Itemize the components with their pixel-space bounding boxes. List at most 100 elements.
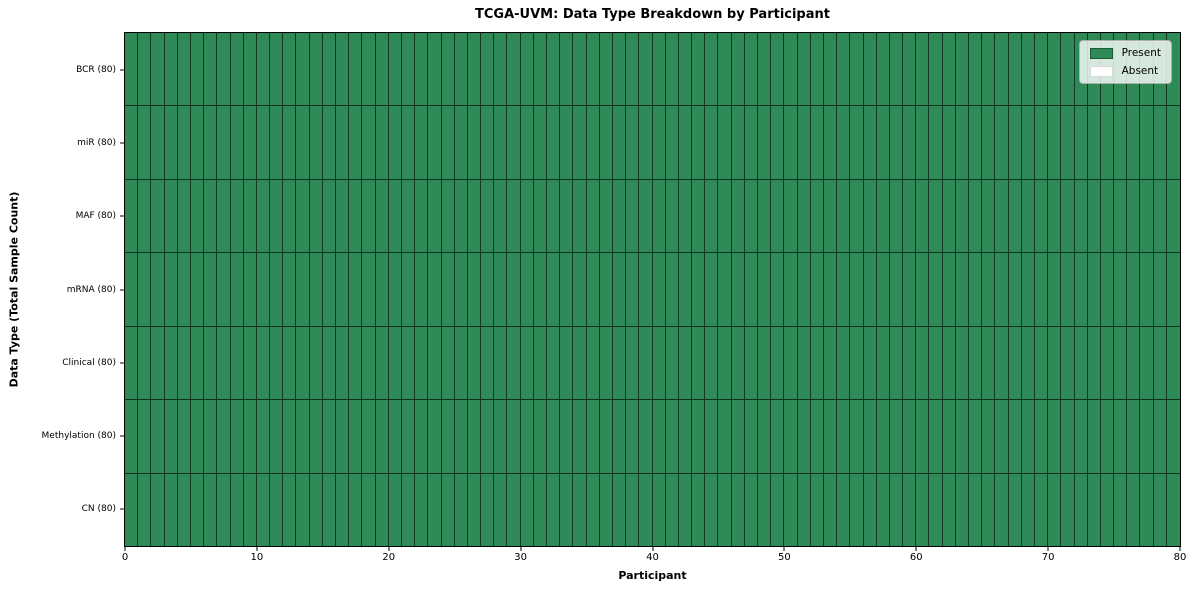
heatmap-cell	[889, 473, 904, 546]
y-tick-label: Clinical (80)	[62, 357, 116, 368]
heatmap-cell	[942, 400, 956, 473]
heatmap-cell	[1127, 400, 1141, 473]
heatmap-cell	[942, 106, 956, 179]
x-tick-mark	[1047, 547, 1049, 551]
heatmap-cell	[481, 179, 495, 253]
heatmap-cell	[1048, 33, 1062, 106]
heatmap-cell	[125, 326, 139, 400]
heatmap-cell	[692, 326, 706, 400]
heatmap-cell	[322, 326, 336, 400]
heatmap-cell	[810, 33, 824, 106]
heatmap-cell	[256, 400, 271, 473]
heatmap-cell	[164, 473, 178, 546]
heatmap-cell	[454, 473, 468, 546]
heatmap-cell	[758, 253, 772, 326]
heatmap-row	[125, 400, 1180, 474]
heatmap-cell	[1061, 106, 1075, 179]
heatmap-cell	[823, 106, 838, 179]
heatmap-cell	[586, 33, 600, 106]
heatmap-grid	[125, 33, 1180, 546]
heatmap-cell	[494, 33, 508, 106]
x-tick-label: 80	[1173, 552, 1187, 563]
heatmap-cell	[388, 33, 402, 106]
heatmap-cell	[1087, 326, 1101, 400]
heatmap-cell	[692, 33, 706, 106]
heatmap-cell	[336, 33, 350, 106]
heatmap-cell	[177, 33, 191, 106]
heatmap-cell	[204, 253, 218, 326]
heatmap-row	[125, 33, 1180, 107]
heatmap-cell	[784, 473, 798, 546]
heatmap-cell	[731, 253, 745, 326]
heatmap-cell	[388, 473, 402, 546]
heatmap-cell	[1061, 33, 1075, 106]
heatmap-cell	[744, 179, 758, 253]
heatmap-cell	[955, 106, 969, 179]
heatmap-cell	[573, 106, 587, 179]
heatmap-cell	[349, 473, 363, 546]
heatmap-cell	[230, 106, 244, 179]
heatmap-cell	[454, 106, 468, 179]
heatmap-cell	[969, 33, 983, 106]
heatmap-cell	[705, 400, 719, 473]
heatmap-cell	[797, 400, 811, 473]
heatmap-cell	[375, 473, 389, 546]
heatmap-cell	[309, 33, 323, 106]
x-tick-label: 40	[646, 552, 659, 563]
heatmap-cell	[784, 179, 798, 253]
heatmap-cell	[164, 179, 178, 253]
heatmap-cell	[982, 33, 996, 106]
heatmap-cell	[375, 179, 389, 253]
heatmap-cell	[916, 473, 930, 546]
heatmap-cell	[243, 326, 257, 400]
heatmap-cell	[758, 33, 772, 106]
heatmap-cell	[428, 253, 442, 326]
heatmap-cell	[322, 253, 336, 326]
y-tick-label: CN (80)	[81, 504, 116, 515]
heatmap-cell	[929, 33, 943, 106]
heatmap-cell	[151, 400, 165, 473]
heatmap-cell	[1074, 106, 1088, 179]
heatmap-cell	[283, 400, 297, 473]
heatmap-cell	[652, 179, 666, 253]
heatmap-cell	[507, 326, 521, 400]
heatmap-cell	[401, 253, 416, 326]
heatmap-cell	[494, 106, 508, 179]
heatmap-cell	[547, 326, 561, 400]
heatmap-cell	[942, 473, 956, 546]
heatmap-cell	[916, 179, 930, 253]
heatmap-cell	[1008, 253, 1022, 326]
heatmap-cell	[1074, 400, 1088, 473]
heatmap-cell	[573, 326, 587, 400]
heatmap-cell	[547, 400, 561, 473]
heatmap-cell	[678, 33, 693, 106]
x-tick-label: 60	[909, 552, 923, 563]
heatmap-cell	[1087, 253, 1101, 326]
heatmap-cell	[692, 106, 706, 179]
heatmap-cell	[415, 400, 429, 473]
heatmap-cell	[916, 106, 930, 179]
heatmap-cell	[388, 400, 402, 473]
heatmap-cell	[428, 179, 442, 253]
heatmap-cell	[547, 253, 561, 326]
heatmap-cell	[481, 400, 495, 473]
heatmap-cell	[494, 179, 508, 253]
heatmap-cell	[665, 179, 679, 253]
chart-title: TCGA-UVM: Data Type Breakdown by Partici…	[475, 7, 830, 22]
heatmap-cell	[889, 400, 904, 473]
heatmap-cell	[296, 179, 310, 253]
heatmap-cell	[190, 253, 205, 326]
heatmap-cell	[428, 106, 442, 179]
heatmap-cell	[388, 106, 402, 179]
x-tick-label: 70	[1041, 552, 1055, 563]
heatmap-cell	[982, 473, 996, 546]
heatmap-cell	[164, 326, 178, 400]
heatmap-cell	[296, 106, 310, 179]
heatmap-cell	[125, 33, 139, 106]
heatmap-cell	[652, 326, 666, 400]
heatmap-cell	[797, 33, 811, 106]
heatmap-cell	[850, 473, 864, 546]
heatmap-cell	[784, 253, 798, 326]
heatmap-cell	[283, 253, 297, 326]
heatmap-cell	[415, 33, 429, 106]
